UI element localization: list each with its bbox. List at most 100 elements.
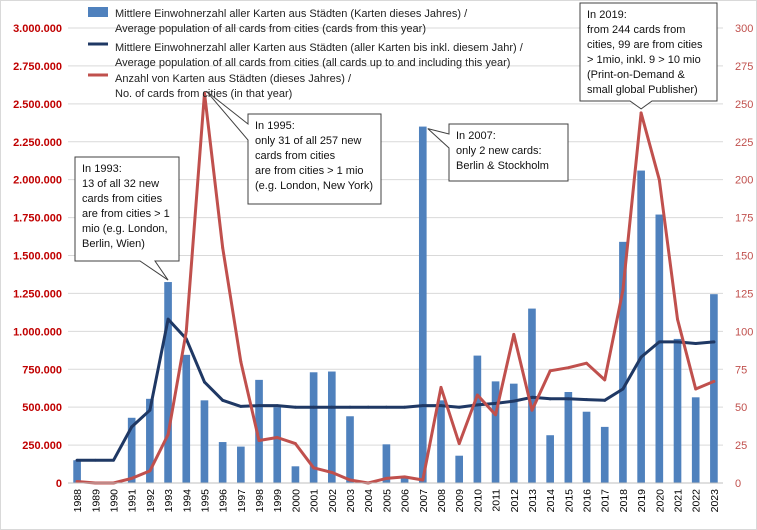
axes: 0 250.000 500.000 750.000 1.000.000 1.250.000…	[13, 23, 753, 512]
count-point-1997	[239, 360, 243, 364]
count-point-2013	[530, 408, 534, 412]
cumulative-point-2008	[439, 404, 443, 408]
annotation-text-2007: only 2 new cards:	[456, 145, 542, 157]
cumulative-point-2010	[475, 403, 479, 407]
count-point-1996	[221, 246, 225, 250]
bar-1992	[146, 398, 154, 483]
count-point-2012	[512, 332, 516, 336]
bar-2017	[600, 426, 609, 483]
count-point-2020	[657, 178, 661, 182]
annotation-text-1993: mio (e.g. London,	[82, 223, 168, 235]
bar-1998	[255, 379, 263, 483]
bar-2015	[564, 392, 573, 483]
bar-2007	[418, 126, 427, 483]
bar-1991	[127, 417, 136, 483]
count-point-1991	[130, 477, 134, 480]
count-point-2014	[548, 369, 552, 373]
x-tick-label: 1995	[199, 489, 211, 513]
bar-2003	[346, 416, 354, 483]
cumulative-point-1990	[112, 458, 115, 462]
cumulative-point-2004	[366, 405, 370, 409]
bar-2005	[382, 444, 391, 483]
bar-2009	[455, 455, 464, 483]
count-point-2021	[676, 317, 679, 321]
cumulative-point-1993	[166, 317, 170, 321]
bar-2020	[655, 214, 664, 484]
annotation-text-2019: (Print-on-Demand &	[587, 69, 685, 81]
bar-2016	[582, 411, 591, 483]
y-left-tick-label: 2.750.000	[13, 61, 62, 73]
annotation-callout-2007	[427, 123, 569, 182]
cumulative-point-2019	[639, 355, 643, 359]
cumulative-point-1995	[203, 380, 206, 384]
x-tick-label: 2008	[436, 489, 448, 513]
annotation-callout-1995	[206, 90, 382, 205]
y-right-tick-label: 175	[735, 213, 753, 225]
x-tick-label: 2020	[654, 489, 666, 513]
count-point-2009	[457, 442, 461, 445]
x-tick-label: 2005	[381, 489, 393, 513]
cumulative-point-2012	[512, 399, 516, 403]
x-tick-label: 2003	[345, 489, 357, 513]
cumulative-point-1988	[75, 458, 79, 462]
count-point-2000	[294, 442, 297, 445]
x-tick-label: 2014	[545, 489, 557, 513]
y-right-tick-label: 50	[735, 402, 747, 414]
y-left-tick-label: 750.000	[22, 364, 62, 376]
x-tick-label: 2002	[327, 489, 339, 513]
x-tick-label: 2010	[472, 489, 484, 513]
x-tick-label: 2022	[691, 489, 703, 513]
count-point-2017	[603, 378, 607, 382]
annotations: In 1993: 13 of all 32 new cards from citie…	[74, 2, 718, 281]
count-point-1993	[166, 433, 170, 436]
cumulative-point-1992	[148, 408, 152, 412]
cumulative-point-2002	[330, 405, 334, 409]
x-tick-label: 1992	[145, 489, 157, 513]
annotation-text-1993: cards from cities	[82, 193, 163, 205]
cumulative-point-2015	[566, 397, 570, 401]
y-right-tick-label: 0	[735, 478, 741, 490]
bar-2018	[619, 241, 627, 483]
count-point-2015	[566, 366, 570, 370]
cumulative-point-1999	[275, 404, 279, 408]
legend-swatch-bar	[88, 7, 108, 17]
x-tick-label: 2000	[290, 489, 302, 513]
cumulative-population-line	[75, 317, 716, 462]
annotation-text-1993: Berlin, Wien)	[82, 238, 145, 250]
bar-2002	[327, 371, 336, 483]
legend-label: No. of cards from cities (in that year)	[115, 88, 292, 100]
annotation-text-1995: cards from cities	[255, 150, 336, 162]
x-tick-label: 2009	[454, 489, 466, 513]
x-tick-label: 1997	[236, 489, 248, 513]
y-right-tick-label: 125	[735, 288, 753, 300]
count-point-2005	[385, 477, 388, 480]
count-point-1995	[203, 91, 206, 95]
cumulative-point-2023	[712, 340, 716, 344]
y-left-tick-label: 250.000	[22, 440, 62, 452]
count-point-1994	[184, 329, 188, 333]
y-right-tick-label: 75	[735, 364, 747, 376]
count-point-2011	[494, 413, 497, 417]
bar-2001	[309, 372, 318, 483]
x-tick-label: 1989	[90, 489, 102, 513]
bar-2023	[710, 294, 718, 483]
cumulative-point-2001	[312, 405, 316, 409]
y-right-tick-label: 200	[735, 175, 753, 187]
bar-2013	[528, 308, 536, 483]
x-tick-label: 2023	[709, 489, 721, 513]
y-right-tick-label: 250	[735, 99, 753, 111]
cumulative-point-2018	[621, 387, 625, 391]
x-tick-label: 1991	[127, 489, 139, 513]
cumulative-point-2005	[385, 405, 388, 409]
cumulative-point-2009	[457, 405, 461, 409]
count-point-2018	[621, 288, 625, 292]
y-left-tick-label: 1.250.000	[13, 288, 62, 300]
bar-2014	[546, 435, 554, 483]
cumulative-point-2017	[603, 398, 607, 402]
line-series	[75, 91, 716, 485]
bar-2022	[691, 397, 700, 483]
y-right-tick-label: 300	[735, 23, 753, 35]
bar-1997	[237, 446, 245, 483]
x-tick-label: 1988	[72, 489, 84, 513]
y-left-tick-label: 2.500.000	[13, 99, 62, 111]
